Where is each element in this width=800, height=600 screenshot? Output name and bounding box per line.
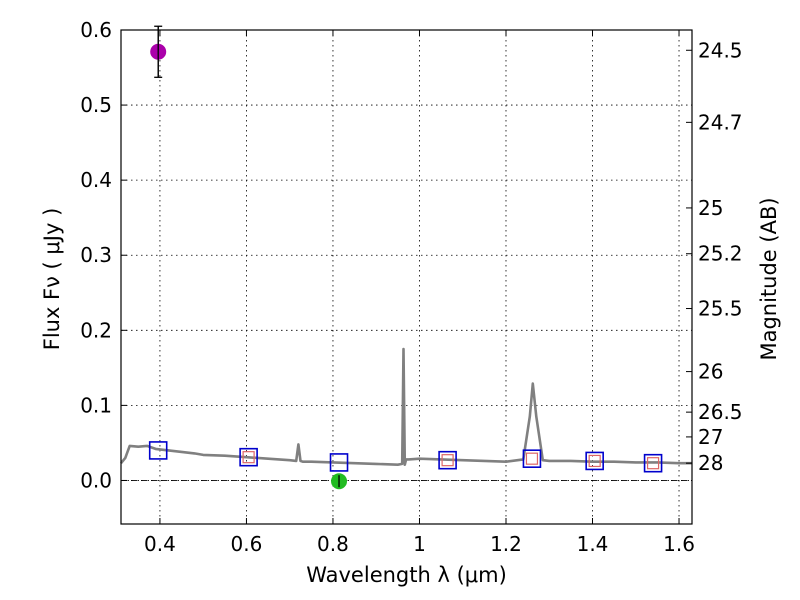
y-tick-label: 0.1 xyxy=(80,393,112,417)
right-axis-title: Magnitude (AB) xyxy=(757,197,781,360)
x-tick-label: 0.4 xyxy=(144,532,176,556)
markers-layer xyxy=(148,25,663,490)
spectrum-line xyxy=(119,347,692,467)
observed-photometry-square xyxy=(441,454,454,467)
mag-tick-label: 25 xyxy=(698,196,723,220)
x-axis-title: Wavelength λ (μm) xyxy=(306,563,507,587)
x-tick-label: 1 xyxy=(413,532,426,556)
mag-tick-label: 28 xyxy=(698,451,723,475)
y-tick-label: 0.0 xyxy=(80,468,112,492)
observed-photometry-square xyxy=(646,457,660,470)
x-tick-label: 1.2 xyxy=(490,532,522,556)
ticks: 0.4 0.6 0.8 1 1.2 1.4 1.6 0.0 0.1 0.2 0.3 0.4 0.5 0.6… xyxy=(80,18,742,556)
spectrum-layer xyxy=(119,347,692,467)
model-photometry-square xyxy=(522,449,542,468)
mag-tick-label: 24.5 xyxy=(698,38,743,62)
model-photometry-square xyxy=(438,450,457,470)
observed-photometry-square xyxy=(242,451,255,464)
x-tick-label: 0.8 xyxy=(317,532,349,556)
mag-tick-label: 26 xyxy=(698,360,723,384)
y-tick-label: 0.6 xyxy=(80,18,112,42)
model-photometry-square xyxy=(239,447,258,467)
observed-photometry-square xyxy=(588,454,601,468)
grid xyxy=(121,29,692,524)
y-tick-label: 0.3 xyxy=(80,243,112,267)
y-tick-label: 0.4 xyxy=(80,168,112,192)
mag-tick-label: 27 xyxy=(698,425,723,449)
plot-frame xyxy=(120,29,693,525)
model-photometry-square xyxy=(643,453,663,473)
y-tick-label: 0.2 xyxy=(80,318,112,342)
observed-photometry-square xyxy=(525,452,539,465)
mag-tick-label: 25.5 xyxy=(698,297,743,321)
mag-tick-label: 26.5 xyxy=(698,400,743,424)
mag-tick-label: 24.7 xyxy=(698,110,743,134)
y-axis-title: Flux Fν ( μJy ) xyxy=(40,208,64,351)
y-tick-label: 0.5 xyxy=(80,93,112,117)
model-photometry-square xyxy=(148,441,168,460)
model-photometry-square xyxy=(585,451,604,471)
x-tick-label: 1.6 xyxy=(663,532,695,556)
x-tick-label: 1.4 xyxy=(577,532,609,556)
x-tick-label: 0.6 xyxy=(231,532,263,556)
mag-tick-label: 25.2 xyxy=(698,242,743,266)
model-photometry-square xyxy=(329,453,349,472)
